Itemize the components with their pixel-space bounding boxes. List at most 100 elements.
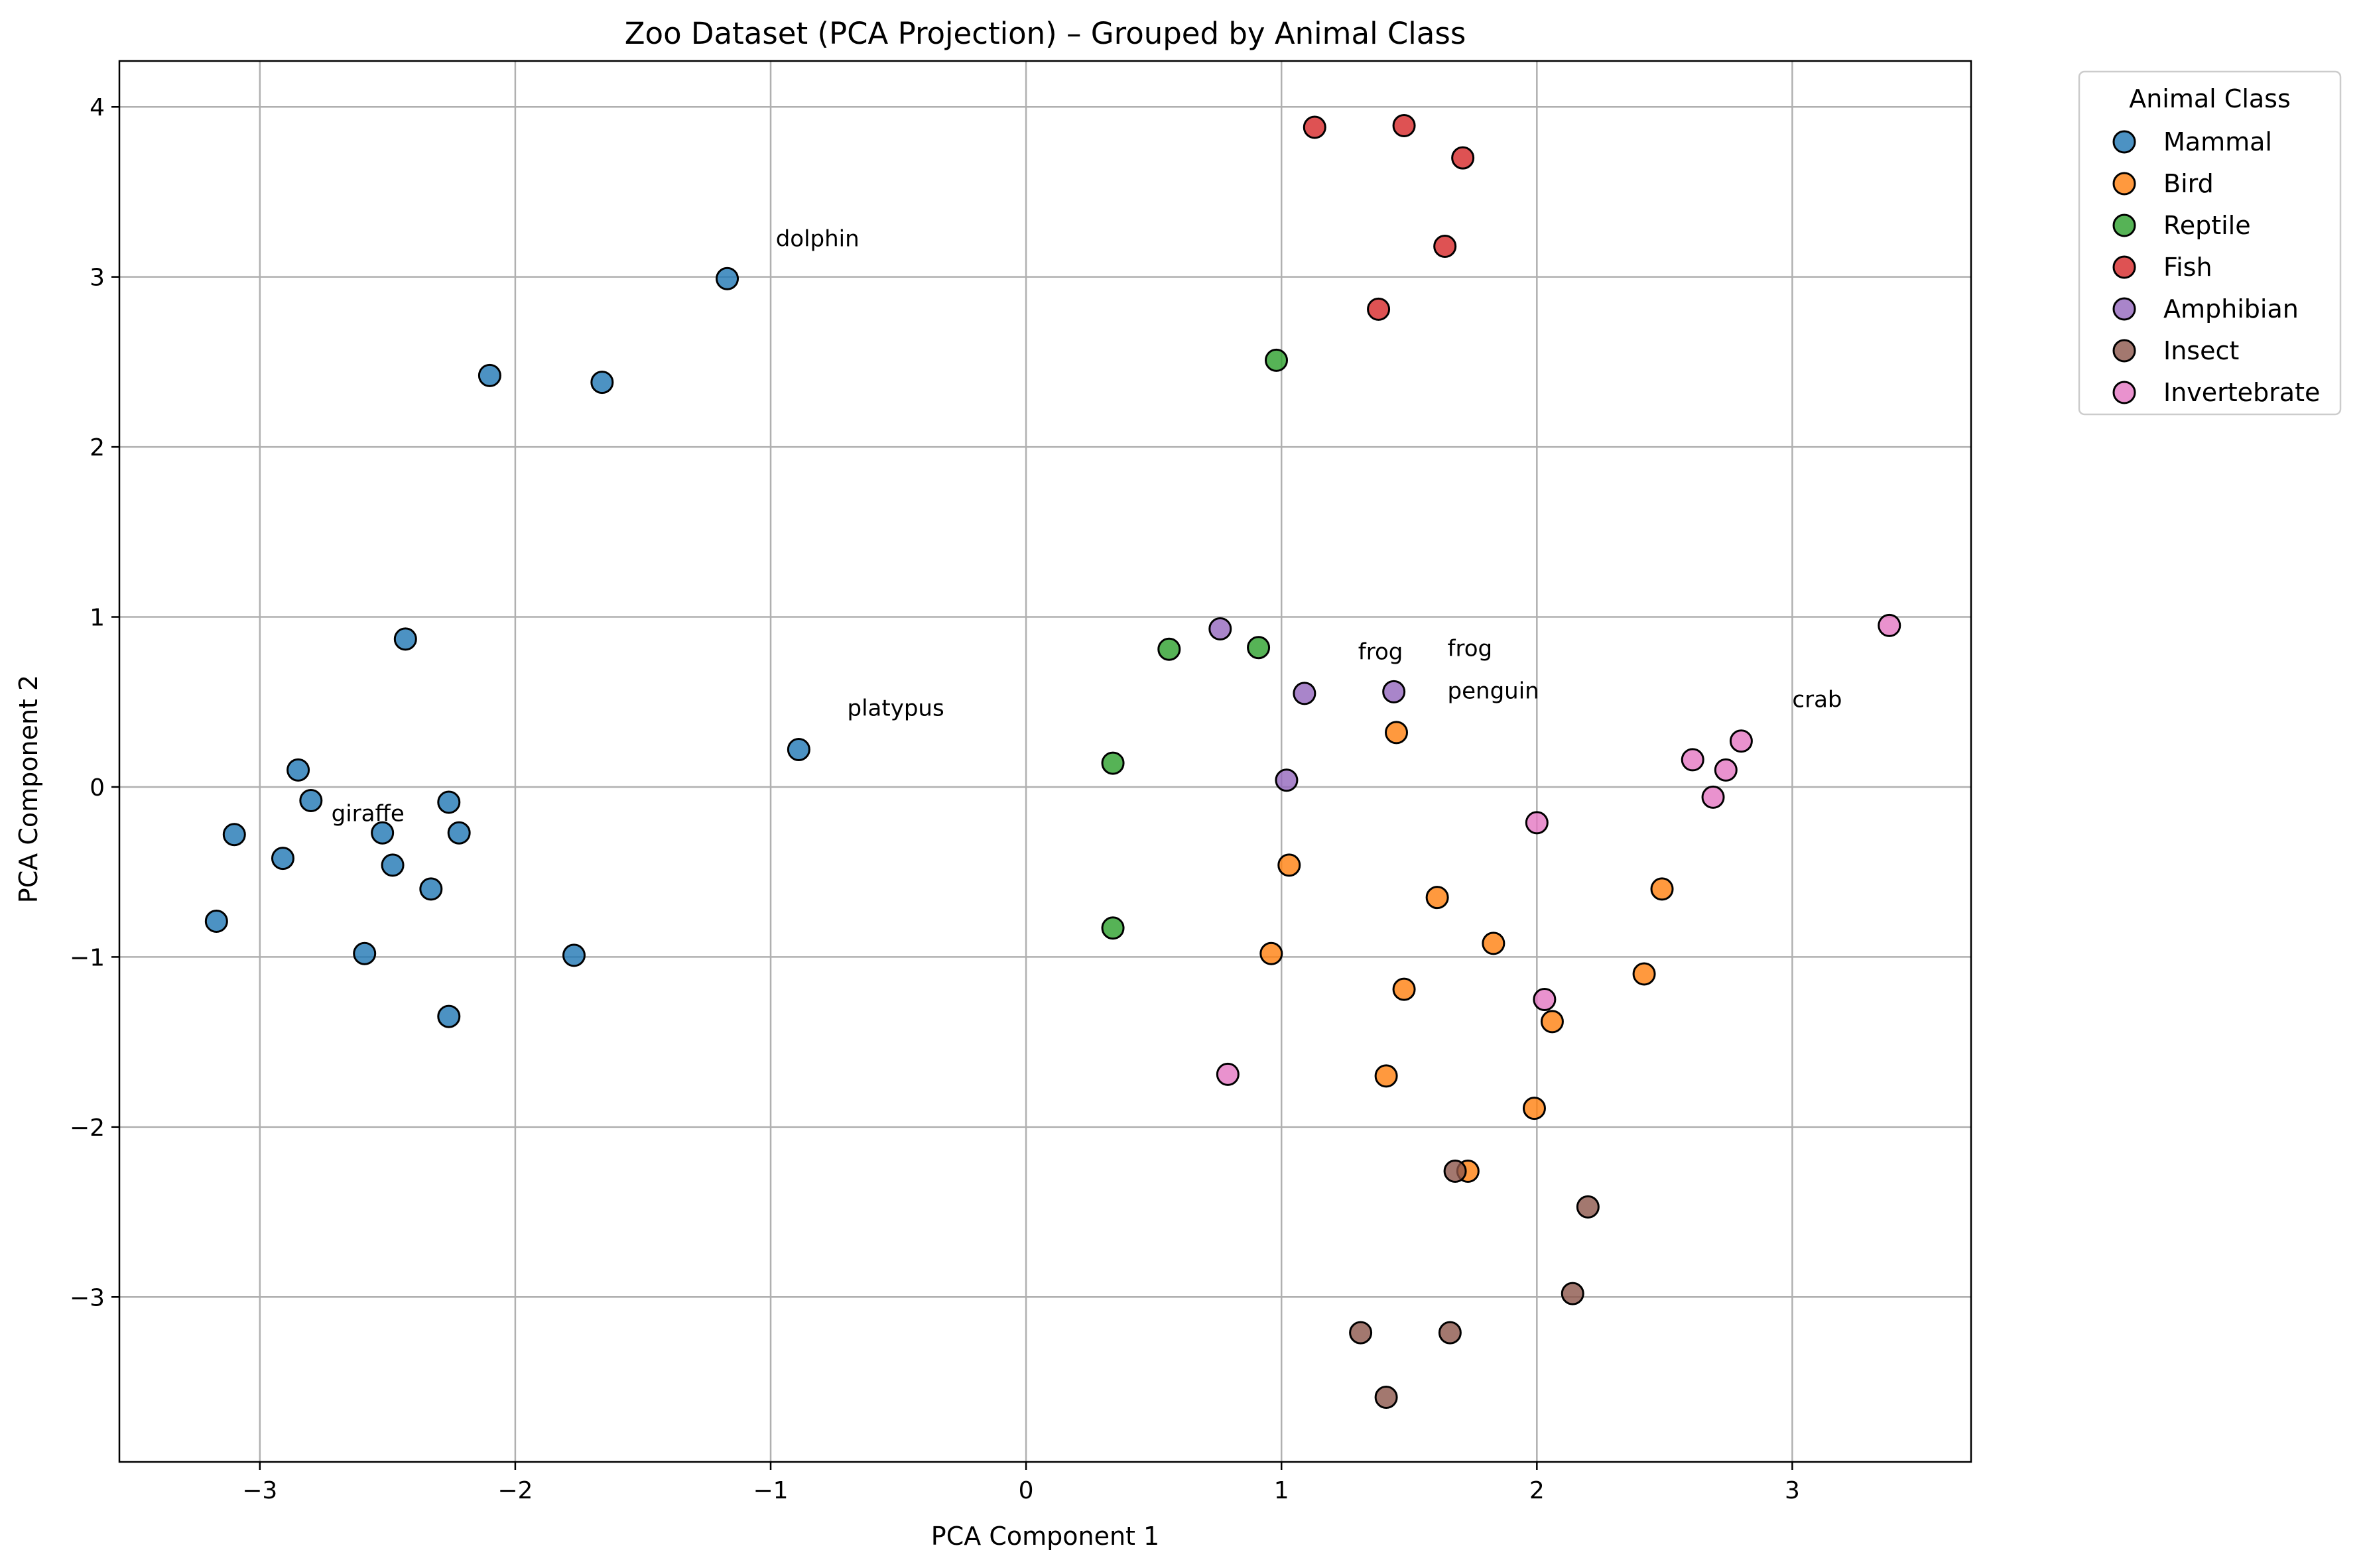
y-tick-label: −1 (70, 944, 105, 971)
data-point (1157, 637, 1181, 661)
data-point (1878, 613, 1901, 637)
plot-frame (118, 60, 1972, 1463)
y-tick-label: 2 (90, 434, 105, 461)
data-point (287, 758, 310, 782)
data-point (1576, 1195, 1600, 1219)
legend-marker (2112, 339, 2136, 363)
data-point (1277, 853, 1301, 877)
data-point (1650, 877, 1674, 901)
x-tick-label: −1 (753, 1477, 788, 1504)
point-annotation: penguin (1448, 678, 1539, 705)
legend-marker (2112, 297, 2136, 321)
data-point (1425, 886, 1449, 910)
data-point (437, 1004, 461, 1028)
data-point (419, 877, 443, 901)
data-point (1729, 729, 1753, 753)
legend-label: Mammal (2163, 127, 2272, 156)
point-annotations: dolphin platypus giraffe frog frog penguin cra… (332, 226, 1842, 827)
point-annotation: platypus (848, 695, 944, 721)
data-point (1392, 113, 1416, 137)
data-point (1101, 751, 1125, 775)
legend: Animal Class Mammal Bird Reptile Fish Amphib… (2078, 70, 2342, 416)
legend-items: Mammal Bird Reptile Fish Amphibian Insect Inve… (2112, 127, 2320, 407)
legend-label: Amphibian (2163, 294, 2299, 324)
data-point (1374, 1386, 1398, 1410)
point-annotation: frog (1358, 639, 1403, 666)
legend-label: Bird (2163, 169, 2214, 198)
data-point (590, 371, 614, 394)
data-point (1451, 146, 1475, 170)
y-axis-label: PCA Component 2 (14, 675, 43, 903)
data-point (1522, 1097, 1546, 1120)
series-fish (1303, 113, 1475, 321)
data-point (1247, 636, 1271, 660)
data-point (1275, 768, 1299, 792)
legend-label: Invertebrate (2163, 378, 2320, 407)
legend-marker (2112, 172, 2136, 196)
point-annotation: frog (1448, 636, 1493, 662)
legend-item-mammal: Mammal (2112, 127, 2272, 156)
x-tick-label: −2 (497, 1477, 533, 1504)
legend-marker (2112, 213, 2136, 237)
legend-marker (2112, 130, 2136, 154)
series-amphibian (1208, 617, 1406, 792)
legend-item-amphibian: Amphibian (2112, 294, 2299, 324)
data-point (1208, 617, 1232, 640)
data-point (1525, 811, 1549, 835)
legend-item-reptile: Reptile (2112, 211, 2251, 240)
data-point (1293, 682, 1316, 705)
plot-area (119, 61, 1971, 1462)
legend-frame (2078, 70, 2342, 416)
data-point (1540, 1010, 1564, 1034)
point-annotation: crab (1792, 686, 1842, 713)
data-point (437, 790, 461, 814)
legend-label: Fish (2163, 253, 2212, 282)
data-point (716, 267, 739, 290)
axis-ticks: −3 −2 −1 0 1 2 3 −3 −2 −1 0 1 2 3 4 (70, 94, 1800, 1504)
x-axis-label: PCA Component 1 (931, 1522, 1159, 1551)
data-point (1101, 916, 1125, 940)
y-tick-label: 0 (90, 774, 105, 802)
data-point (1385, 721, 1409, 745)
series-reptile (1101, 348, 1289, 940)
legend-marker (2112, 381, 2136, 404)
data-point (1392, 977, 1416, 1001)
legend-title: Animal Class (2129, 84, 2291, 113)
data-point (1382, 680, 1406, 703)
chart-title: Zoo Dataset (PCA Projection) – Grouped b… (625, 16, 1466, 51)
legend-marker (2112, 255, 2136, 279)
data-point (381, 853, 405, 877)
x-tick-label: −3 (242, 1477, 277, 1504)
legend-label: Insect (2163, 336, 2239, 365)
data-point (1714, 758, 1738, 782)
data-point (353, 941, 377, 965)
point-annotation: giraffe (332, 800, 405, 827)
data-point (1349, 1321, 1373, 1345)
series-invertebrate (1216, 613, 1901, 1086)
y-tick-label: 3 (90, 265, 105, 292)
legend-item-invertebrate: Invertebrate (2112, 378, 2320, 407)
data-points (204, 113, 1901, 1410)
data-point (562, 943, 586, 967)
data-point (1367, 297, 1391, 321)
data-point (478, 363, 501, 387)
series-insect (1349, 1160, 1600, 1410)
data-point (1701, 785, 1725, 809)
data-point (1374, 1064, 1398, 1088)
x-tick-label: 3 (1785, 1477, 1800, 1504)
data-point (1303, 115, 1326, 139)
legend-item-fish: Fish (2112, 253, 2212, 282)
data-point (1265, 348, 1289, 372)
data-point (1533, 988, 1557, 1012)
y-tick-label: 1 (90, 605, 105, 632)
legend-item-insect: Insect (2112, 336, 2239, 365)
data-point (1561, 1282, 1584, 1305)
x-tick-label: 0 (1019, 1477, 1034, 1504)
data-point (1438, 1321, 1462, 1345)
x-tick-label: 1 (1274, 1477, 1289, 1504)
series-mammal (204, 267, 810, 1028)
y-tick-label: −3 (70, 1284, 105, 1311)
x-tick-label: 2 (1529, 1477, 1545, 1504)
data-point (271, 847, 294, 871)
data-point (1259, 941, 1283, 965)
